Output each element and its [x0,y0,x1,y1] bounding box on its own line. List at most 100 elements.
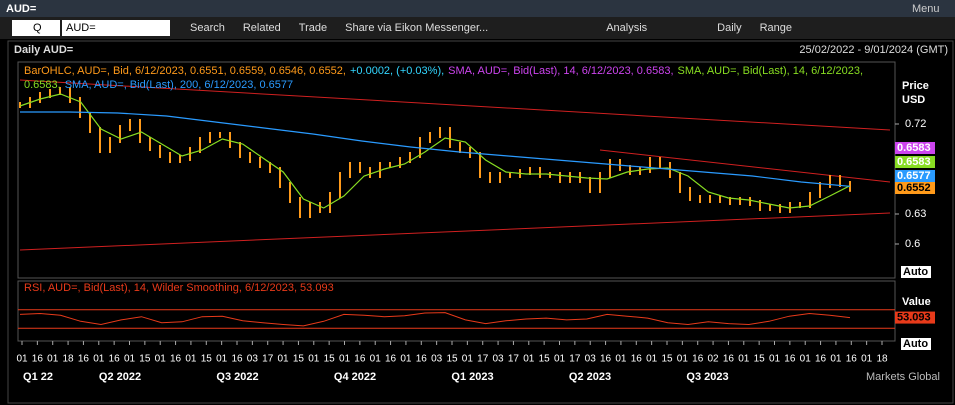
x-tick-label: 01 [47,354,59,365]
x-tick-label: 15 [446,354,458,365]
auto-button[interactable] [901,266,931,278]
rsi-line [19,312,851,327]
x-tick-label: 01 [370,354,382,365]
menu[interactable]: Menu [912,3,940,15]
quarter-label: Q4 2022 [334,371,376,383]
x-tick-label: 01 [800,354,812,365]
x-tick-label: 15 [293,354,305,365]
x-tick-label: 01 [400,354,412,365]
x-tick-label: 03 [585,354,597,365]
x-tick-label: 01 [523,354,535,365]
toolbar-item[interactable]: Share via Eikon Messenger... [345,22,488,34]
x-tick-label: 16 [631,354,643,365]
legend-entry: SMA, AUD=, Bid(Last), 200, 6/12/2023, 0.… [64,79,294,91]
x-tick-label: 17 [569,354,581,365]
x-tick-label: 16 [32,354,44,365]
legend-entry: +0.0002, (+0.03%), [349,65,445,77]
rsi-panel [17,280,896,342]
price-tag-label: 0.6583 [897,142,931,154]
y-axis-unit: USD [902,94,925,106]
x-tick-label: 03 [247,354,259,365]
x-tick-label: 16 [385,354,397,365]
x-tick-label: 15 [661,354,673,365]
trendline [19,79,891,131]
x-tick-label: 01 [124,354,136,365]
search-text: AUD= [66,22,96,34]
x-tick-label: 18 [63,354,75,365]
x-tick-label: 16 [109,354,121,365]
x-tick-label: 16 [170,354,182,365]
x-tick-label: 03 [431,354,443,365]
toolbar-item[interactable]: Daily [717,22,742,34]
toolbar [0,17,955,39]
x-tick-label: 16 [815,354,827,365]
x-tick-label: 01 [462,354,474,365]
price-panel [17,61,896,279]
chart-title: Daily AUD= [14,44,73,56]
legend-entry: BarOHLC, AUD=, Bid, 6/12/2023, 0.6551, 0… [24,65,346,77]
legend-entry: SMA, AUD=, Bid(Last), 14, 6/12/2023, 0.6… [448,65,674,77]
price-tag [895,142,935,154]
price-tag-label: 0.6583 [897,156,931,168]
x-tick-label: 02 [708,354,720,365]
x-tick-label: 16 [231,354,243,365]
toolbar-item[interactable]: Related [243,22,281,34]
symbol-box[interactable] [12,20,60,36]
quarter-label: Q1 22 [23,371,53,383]
rsi-auto-button[interactable] [901,338,931,350]
y-tick-label: 0.63 [905,208,926,220]
rsi-auto-label: Auto [903,338,928,350]
x-tick-label: 15 [324,354,336,365]
search-box[interactable] [62,20,170,36]
auto-label: Auto [903,266,928,278]
x-tick-label: 01 [830,354,842,365]
legend-entry: SMA, AUD=, Bid(Last), 14, 6/12/2023, 0.6… [24,65,864,91]
trendline [599,149,891,183]
quarter-label: Q2 2023 [569,371,611,383]
x-tick-label: 01 [93,354,105,365]
x-tick-label: 01 [646,354,658,365]
x-tick-label: 03 [493,354,505,365]
toolbar-item[interactable]: Analysis [606,22,647,34]
watermark: Markets Global [866,371,940,383]
quarter-label: Q2 2022 [99,371,141,383]
y-tick-label: 0.6 [905,238,920,250]
x-tick-label: 01 [278,354,290,365]
x-tick-label: 01 [677,354,689,365]
toolbar-item[interactable]: Trade [299,22,327,34]
price-tag-label: 0.6577 [897,170,931,182]
x-tick-label: 01 [185,354,197,365]
toolbar-item[interactable]: Range [760,22,792,34]
x-tick-label: 01 [16,354,28,365]
x-tick-label: 15 [754,354,766,365]
x-tick-label: 01 [861,354,873,365]
trendline [19,212,891,251]
price-tag [895,156,935,168]
quarter-label: Q1 2023 [451,371,493,383]
x-tick-label: 18 [876,354,888,365]
toolbar-item[interactable]: Search [190,22,225,34]
price-tag [895,182,935,194]
quarter-label: Q3 2023 [686,371,728,383]
x-tick-label: 01 [339,354,351,365]
rsi-axis-label: Value [902,296,931,308]
y-axis-label: Price [902,80,929,92]
x-tick-label: 16 [416,354,428,365]
title-bar [0,0,955,17]
window-title: AUD= [6,3,36,15]
sma-line [20,111,851,187]
quarter-label: Q3 2022 [216,371,258,383]
x-tick-label: 15 [201,354,213,365]
x-tick-label: 01 [216,354,228,365]
x-tick-label: 16 [600,354,612,365]
x-tick-label: 16 [354,354,366,365]
x-tick-label: 01 [615,354,627,365]
x-tick-label: 01 [738,354,750,365]
x-tick-label: 16 [692,354,704,365]
sma-line [19,93,851,209]
x-tick-label: 16 [723,354,735,365]
price-tag [895,170,935,182]
x-tick-label: 01 [308,354,320,365]
y-tick-label: 0.72 [905,118,926,130]
